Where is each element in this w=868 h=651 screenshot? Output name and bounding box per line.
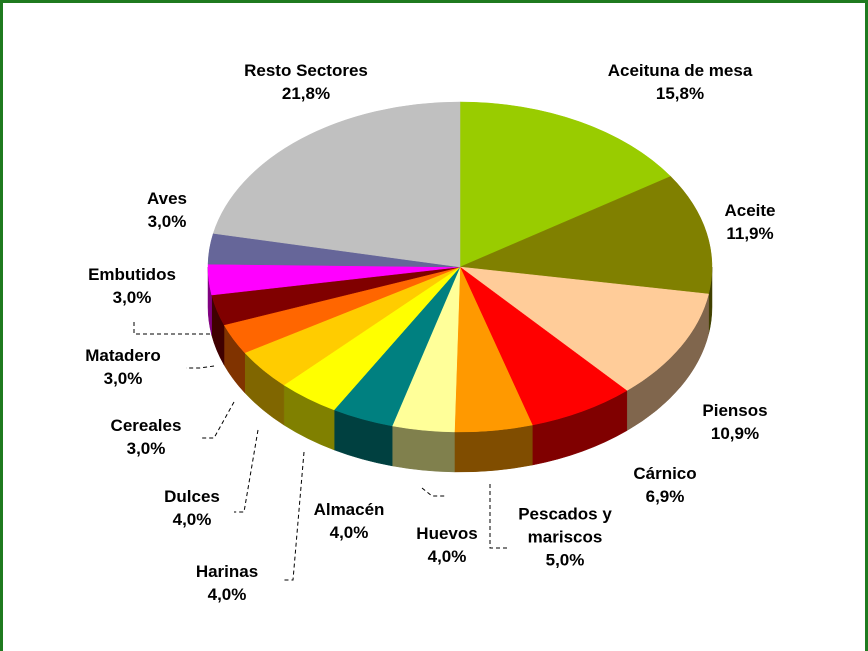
leader-line — [489, 484, 508, 549]
slice — [459, 101, 672, 268]
category-name: Dulces — [164, 487, 220, 506]
category-name: Cárnico — [633, 464, 697, 483]
category-name: Pescados y mariscos — [518, 504, 612, 547]
value-label: 5,0% — [545, 550, 585, 570]
category-name: Aves — [146, 189, 188, 208]
category-name: Resto Sectores — [244, 61, 368, 80]
value-label: 15,8% — [655, 84, 705, 103]
leader-line — [133, 322, 210, 335]
slice-label: Aceituna de mesa 15,8% — [608, 59, 753, 105]
slice-label: Matadero 3,0% — [85, 344, 161, 390]
value-label: 10,9% — [710, 424, 760, 443]
value-label: 21,8% — [281, 84, 331, 103]
slice-side — [391, 425, 455, 473]
leader-line — [283, 451, 305, 581]
leader-line — [200, 401, 235, 439]
slice-label: Huevos 4,0% — [416, 522, 477, 568]
value-label: 4,0% — [329, 523, 369, 542]
category-name: Matadero — [85, 346, 161, 365]
pie-sides — [207, 266, 713, 473]
category-name: Harinas — [195, 562, 259, 581]
slice-label: Aves 3,0% — [147, 187, 187, 233]
value-label: 3,0% — [112, 288, 152, 307]
slice — [212, 101, 461, 268]
leader-line — [421, 487, 447, 497]
slice — [459, 266, 628, 426]
slice-label: Pescados y mariscos 5,0% — [495, 503, 635, 572]
category-name: Cereales — [110, 416, 182, 435]
value-label: 3,0% — [126, 439, 166, 458]
slice — [459, 176, 713, 295]
slice — [459, 266, 709, 391]
slice-label: Cárnico 6,9% — [633, 462, 696, 508]
leader-line — [234, 429, 259, 513]
value-label: 11,9% — [726, 224, 774, 243]
slice-label: Piensos 10,9% — [702, 399, 767, 445]
slice-label: Harinas 4,0% — [196, 560, 258, 606]
value-label: 3,0% — [147, 212, 187, 231]
slice-label: Cereales 3,0% — [111, 414, 182, 460]
value-label: 4,0% — [207, 585, 247, 604]
leader-line — [186, 365, 215, 369]
slice-label: Resto Sectores 21,8% — [244, 59, 368, 105]
slice-label: Dulces 4,0% — [164, 485, 220, 531]
category-name: Aceituna de mesa — [607, 61, 753, 80]
category-name: Piensos — [702, 401, 768, 420]
category-name: Almacén — [313, 500, 385, 519]
category-name: Aceite — [724, 201, 776, 220]
value-label: 3,0% — [103, 369, 143, 388]
slice-label: Embutidos 3,0% — [88, 263, 176, 309]
pie-tops — [207, 101, 713, 433]
category-name: Huevos — [416, 524, 478, 543]
value-label: 4,0% — [172, 510, 212, 529]
value-label: 4,0% — [427, 547, 467, 566]
value-label: 6,9% — [645, 487, 685, 506]
slice-label: Aceite 11,9% — [724, 199, 775, 245]
category-name: Embutidos — [88, 265, 176, 284]
slice-label: Almacén 4,0% — [314, 498, 385, 544]
